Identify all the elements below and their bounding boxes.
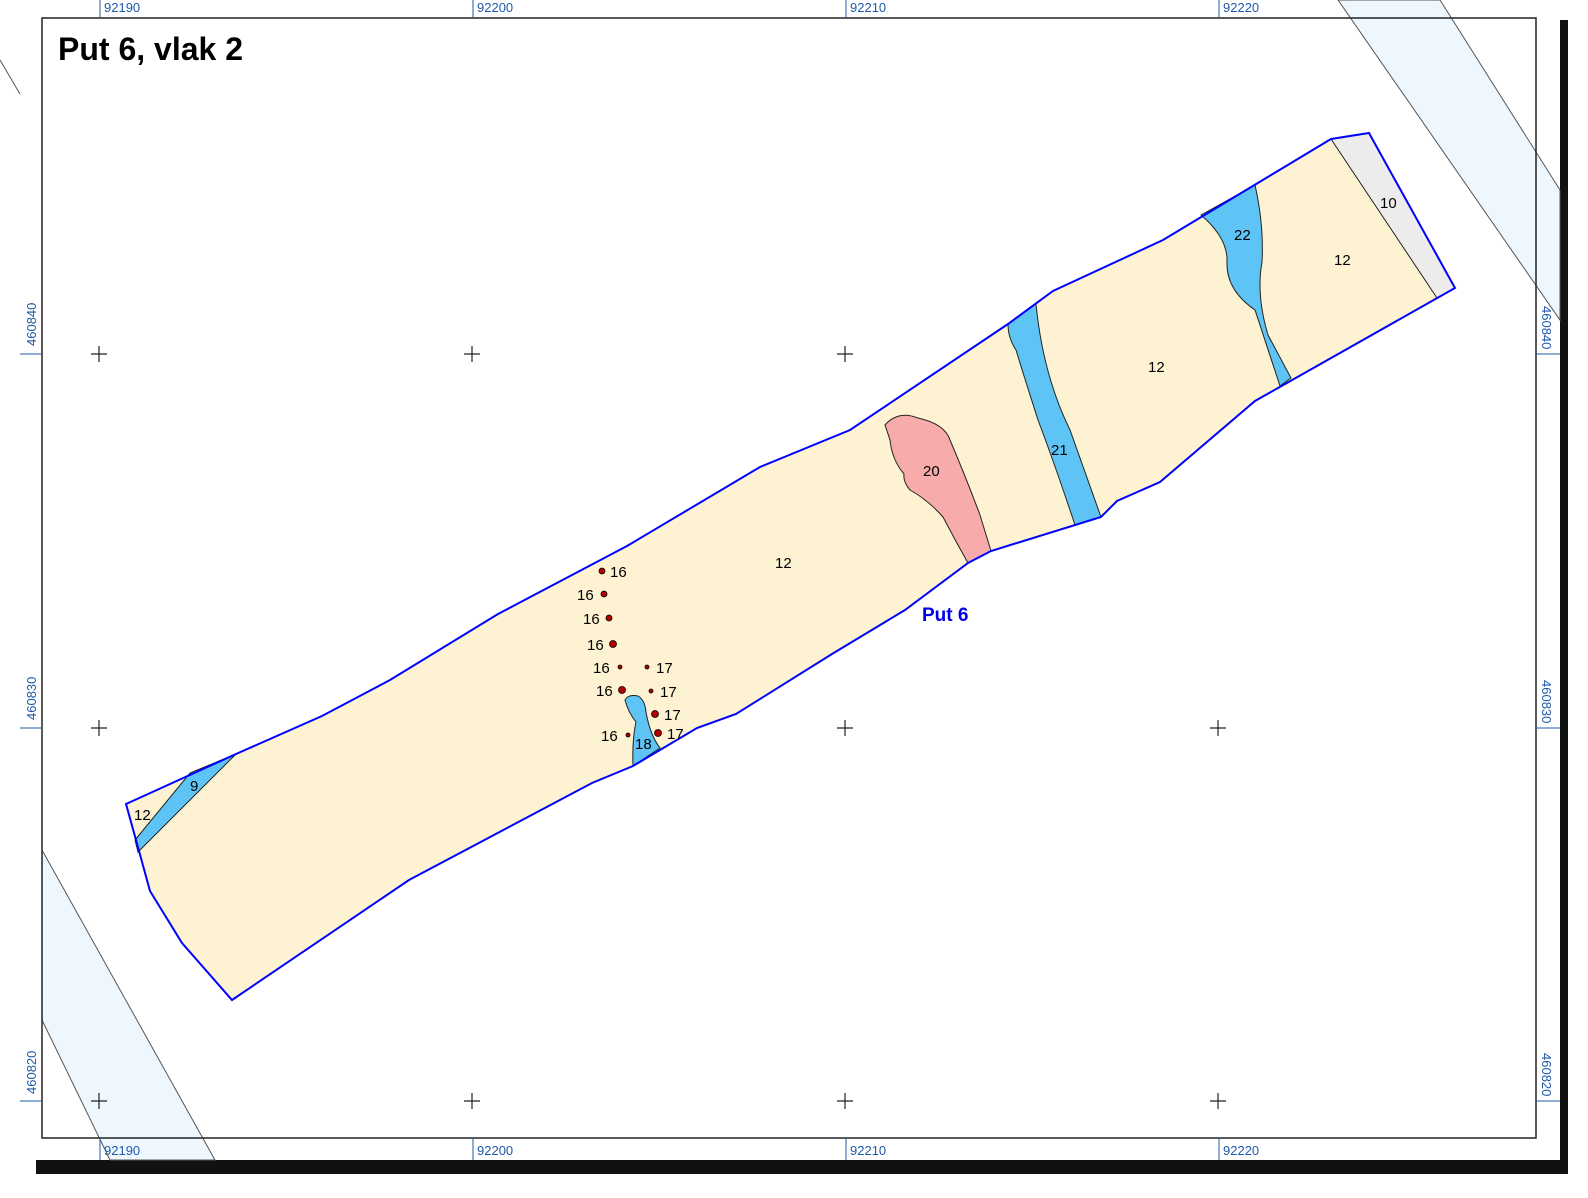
feature-20-polygon[interactable]: [884, 414, 992, 564]
postholes: [598, 567, 662, 738]
posthole-4[interactable]: [609, 640, 617, 648]
posthole-5[interactable]: [617, 664, 623, 670]
grid-label-y-right-1: 460840: [1539, 306, 1554, 349]
y-ticks: [20, 353, 1560, 1102]
map-frame: [41, 17, 1537, 1139]
grid-label-x-bottom-4: 92220: [1223, 1143, 1259, 1158]
unit-label-12-main: 12: [775, 555, 792, 572]
layer-18-polygon[interactable]: [624, 695, 661, 767]
posthole-label: 17: [667, 726, 684, 743]
unit-label-18: 18: [635, 736, 652, 753]
grid-label-y-left-3: 460820: [24, 1051, 39, 1094]
grid-label-x-top-3: 92210: [850, 0, 886, 15]
posthole-3[interactable]: [605, 614, 613, 622]
grid-label-x-bottom-1: 92190: [104, 1143, 140, 1158]
unit-label-20: 20: [923, 463, 940, 480]
layer-21-polygon[interactable]: [1007, 303, 1102, 526]
grid-label-y-left-1: 460840: [24, 303, 39, 346]
posthole-8[interactable]: [644, 664, 650, 670]
unit-label-12-east: 12: [1148, 359, 1165, 376]
posthole-label: 16: [610, 564, 627, 581]
grid-label-x-top-2: 92200: [477, 0, 513, 15]
page-shadow: [36, 1156, 1568, 1174]
posthole-label: 16: [596, 683, 613, 700]
background-line-top-left: [0, 59, 21, 95]
posthole-label: 16: [577, 587, 594, 604]
grid-label-y-right-3: 460820: [1539, 1053, 1554, 1096]
posthole-11[interactable]: [654, 729, 662, 737]
posthole-label: 17: [660, 684, 677, 701]
unit-label-10: 10: [1380, 195, 1397, 212]
posthole-6[interactable]: [618, 686, 626, 694]
posthole-10[interactable]: [651, 710, 659, 718]
posthole-1[interactable]: [598, 567, 606, 575]
grid-crosses: [91, 346, 1226, 1109]
posthole-label: 16: [587, 637, 604, 654]
grid-label-x-top-4: 92220: [1223, 0, 1259, 15]
posthole-label: 16: [601, 728, 618, 745]
unit-label-9: 9: [190, 778, 198, 795]
grid-label-y-right-2: 460830: [1539, 680, 1554, 723]
unit-label-21: 21: [1051, 442, 1068, 459]
grid-label-x-bottom-2: 92200: [477, 1143, 513, 1158]
layer-12-polygon[interactable]: [126, 133, 1455, 1000]
posthole-label: 17: [664, 707, 681, 724]
posthole-label: 16: [583, 611, 600, 628]
grid-label-y-left-2: 460830: [24, 677, 39, 720]
posthole-9[interactable]: [648, 688, 654, 694]
unit-label-12-west: 12: [134, 807, 151, 824]
grid-label-x-bottom-3: 92210: [850, 1143, 886, 1158]
grid-label-x-top-1: 92190: [104, 0, 140, 15]
posthole-2[interactable]: [600, 590, 608, 598]
unit-label-22: 22: [1234, 227, 1251, 244]
posthole-label: 16: [593, 660, 610, 677]
unit-label-12-ne: 12: [1334, 252, 1351, 269]
x-ticks: [99, 0, 1220, 1160]
map-title: Put 6, vlak 2: [58, 31, 243, 67]
trench-outline[interactable]: [124, 131, 1457, 1002]
background-band-top-right: [1337, 0, 1561, 322]
posthole-7[interactable]: [625, 732, 631, 738]
trench-label: Put 6: [922, 605, 968, 626]
posthole-label: 17: [656, 660, 673, 677]
layer-22-polygon[interactable]: [1200, 184, 1292, 387]
